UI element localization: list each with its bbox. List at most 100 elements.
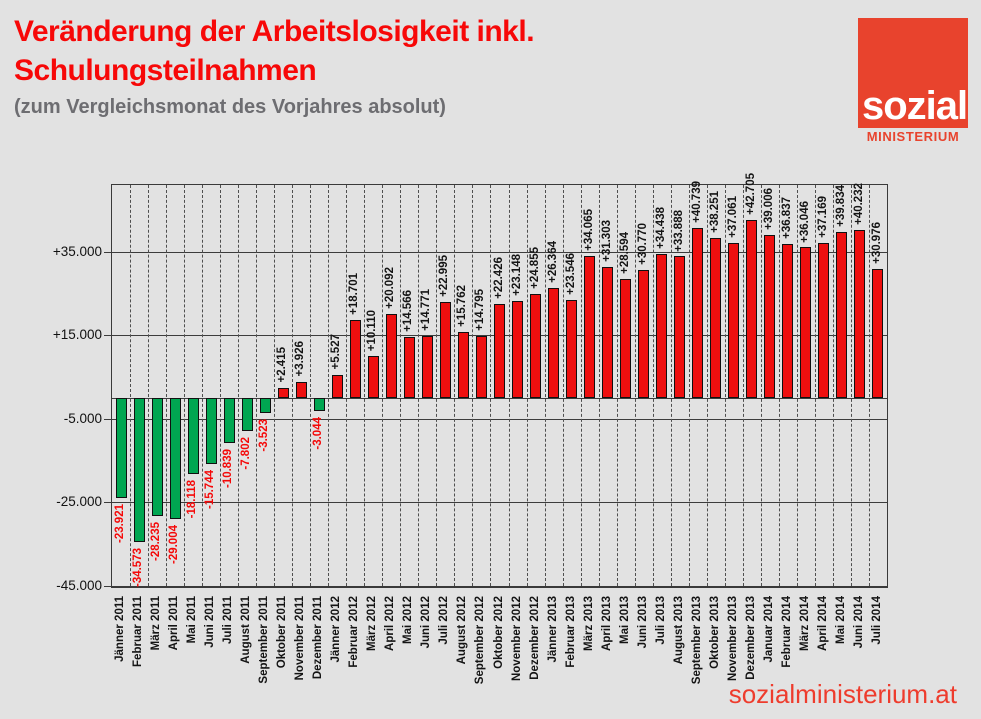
x-axis-label: November 2013 [726,596,739,682]
x-axis-label: August 2012 [456,596,469,665]
bar-jänner-2012 [331,374,343,399]
x-axis-label: Mai 2014 [834,596,847,644]
x-axis-label: November 2012 [510,596,523,682]
page-title-line2: Schulungsteilnahmen [14,54,317,87]
bar-value-label: -23.921 [114,503,126,543]
gridline-vertical-dashed [652,185,654,586]
bar-value-label: +36.837 [780,197,793,240]
bar-value-label: +40.232 [852,183,865,225]
x-axis-label: August 2013 [672,596,685,665]
x-axis-label: Februar 2012 [348,596,361,668]
gridline-vertical-dashed [562,185,564,586]
gridline-vertical-dashed [508,185,510,586]
x-axis-label: September 2012 [474,596,487,685]
gridline-vertical-dashed [292,185,294,586]
x-axis-label: April 2012 [384,596,397,651]
gridline-vertical-dashed [796,185,798,586]
gridline-vertical-dashed [670,185,672,586]
bar-dezember-2012 [530,294,542,399]
bar-juni-2012 [421,336,433,399]
bar-chart-plot-area [111,184,888,588]
bar-jänner-2011 [115,398,127,498]
bar-value-label: +39.834 [834,184,847,227]
gridline-vertical-dashed [814,185,816,586]
bar-value-label: +5.527 [330,334,343,370]
x-axis-label: Juli 2014 [870,596,883,645]
bar-value-label: +14.795 [474,289,487,332]
gridline-vertical-dashed [616,185,618,586]
x-axis-label: April 2011 [168,596,181,651]
gridline-vertical-dashed [256,185,258,586]
bar-value-label: +33.888 [672,209,685,252]
y-axis-tick [104,502,111,504]
bar-value-label: +28.594 [618,231,631,274]
x-axis-label: Juni 2013 [636,596,649,649]
x-axis-label: Juli 2011 [222,596,235,644]
page-title: Veränderung der Arbeitslosigkeit inkl. S… [14,12,535,90]
gridline-vertical-dashed [490,185,492,586]
x-axis-label: Juni 2012 [420,596,433,649]
x-axis-label: Oktober 2013 [708,596,721,669]
gridline-vertical-dashed [130,185,132,586]
x-axis-label: Oktober 2012 [492,596,505,669]
gridline-vertical-dashed [364,185,366,586]
bar-februar-2014 [782,244,794,399]
x-axis-label: Juni 2011 [204,596,217,648]
bar-august-2013 [674,256,686,399]
bar-september-2011 [259,398,271,413]
x-axis-label: Dezember 2013 [744,596,757,680]
bar-september-2012 [475,336,487,399]
bar-value-label: +26.364 [546,241,559,283]
bar-juni-2013 [638,269,650,399]
x-axis-label: Februar 2014 [780,596,793,668]
bar-juni-2014 [854,229,866,399]
x-axis-label: Dezember 2011 [312,596,325,680]
bar-april-2014 [818,242,830,399]
gridline-vertical-dashed [742,185,744,586]
y-axis-label: +15.000 [52,327,102,343]
gridline-vertical-dashed [778,185,780,586]
gridline-vertical-dashed [274,185,276,586]
bar-märz-2011 [151,398,163,516]
bar-september-2013 [692,227,704,399]
bar-februar-2013 [566,299,578,399]
x-axis-label: April 2013 [600,596,613,651]
y-axis-label: -5.000 [63,410,102,426]
x-axis-label: Mai 2011 [186,596,199,644]
bar-november-2013 [728,243,740,399]
y-axis-tick [104,335,111,337]
x-axis-label: Juni 2014 [852,596,865,649]
bar-juli-2013 [656,254,668,399]
gridline-vertical-dashed [346,185,348,586]
gridline-vertical-dashed [238,185,240,586]
bar-november-2012 [512,301,524,399]
bar-value-label: -18.118 [186,479,199,519]
gridline-vertical-dashed [184,185,186,586]
bar-value-label: +23.546 [564,252,577,295]
bar-value-label: -3.523 [258,418,271,452]
x-axis-label: November 2011 [294,596,307,681]
gridline-vertical-dashed [526,185,528,586]
bar-dezember-2013 [746,219,758,399]
gridline-horizontal [112,251,887,253]
x-axis-label: Juli 2012 [438,596,451,645]
bar-mai-2014 [836,231,848,399]
bar-value-label: +31.303 [600,220,613,263]
x-axis-label: Jänner 2012 [330,596,343,663]
gridline-vertical-dashed [850,185,852,586]
bar-november-2011 [295,381,307,399]
x-axis-label: März 2013 [582,596,595,651]
x-axis-label: Jänner 2011 [114,596,126,662]
bar-value-label: +36.046 [798,200,811,243]
bar-märz-2014 [800,247,812,399]
x-axis-label: März 2012 [366,596,379,651]
x-axis-label: Juli 2013 [654,596,667,645]
bar-value-label: +23.148 [510,254,523,297]
bar-value-label: +3.926 [294,341,307,377]
gridline-vertical-dashed [580,185,582,586]
bar-april-2011 [169,398,181,520]
bar-value-label: +40.739 [690,180,703,223]
gridline-vertical-dashed [202,185,204,586]
bar-juli-2014 [872,268,884,399]
